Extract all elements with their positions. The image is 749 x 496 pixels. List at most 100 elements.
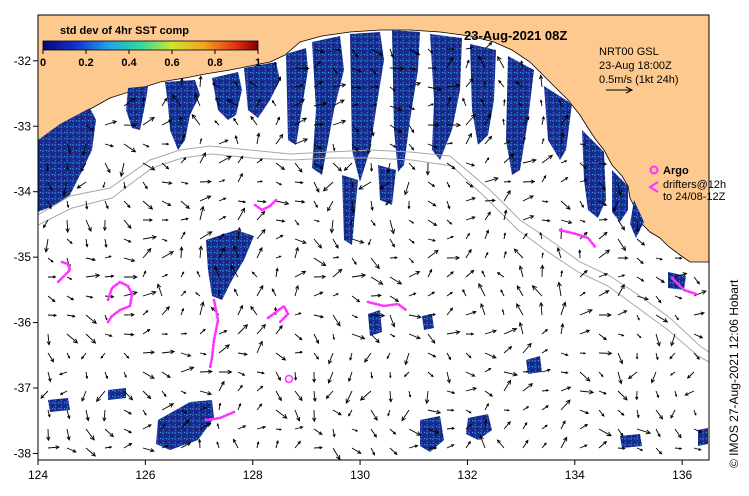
current-arrow (503, 209, 508, 221)
current-arrow (427, 86, 443, 92)
current-arrow (427, 352, 437, 358)
current-arrow (216, 441, 220, 449)
current-arrow (219, 369, 233, 375)
current-arrow (427, 103, 434, 107)
current-arrow (359, 390, 372, 401)
current-arrow (199, 179, 212, 184)
current-arrow (294, 238, 307, 245)
current-arrow (480, 302, 486, 316)
current-arrow (389, 66, 405, 71)
current-arrow (465, 248, 472, 259)
current-arrow (351, 124, 360, 133)
current-arrow (403, 181, 410, 196)
current-arrow (484, 390, 494, 397)
current-arrow (484, 403, 489, 411)
current-arrow (199, 352, 207, 356)
current-arrow (47, 445, 61, 450)
current-arrow (484, 251, 489, 259)
current-arrow (617, 352, 624, 365)
current-arrow (275, 440, 279, 449)
current-arrow (496, 272, 505, 278)
drifter-tracks (56, 198, 698, 422)
current-arrow (669, 371, 676, 376)
current-arrow (617, 428, 624, 437)
current-arrow (389, 314, 396, 328)
current-arrow (693, 311, 705, 316)
current-arrow (275, 371, 281, 381)
current-arrow (275, 133, 284, 145)
land-mass (38, 15, 709, 263)
current-arrow (518, 265, 524, 278)
current-arrow (513, 248, 524, 259)
current-arrow (123, 238, 132, 243)
current-arrow (275, 428, 282, 431)
current-arrow (171, 94, 182, 107)
colorbar-tick-label: 0 (40, 57, 46, 69)
current-arrow (218, 330, 228, 335)
current-arrow (123, 442, 133, 449)
current-arrow (332, 333, 335, 341)
current-arrow (465, 162, 476, 167)
current-arrow (123, 181, 127, 190)
current-arrow (66, 238, 73, 244)
current-arrow (693, 409, 697, 416)
current-arrow (370, 293, 382, 298)
current-arrow (446, 200, 451, 210)
x-tick-label: 128 (243, 468, 263, 482)
current-arrow (465, 77, 474, 88)
current-arrow (635, 390, 639, 401)
current-arrow (465, 59, 470, 69)
current-arrow (237, 304, 243, 316)
current-arrow (484, 229, 490, 240)
current-arrow (541, 405, 549, 411)
current-arrow (522, 383, 534, 392)
current-arrow (343, 162, 353, 172)
current-arrow (81, 143, 87, 157)
current-arrow (518, 321, 524, 335)
current-arrow (85, 238, 89, 248)
current-arrow (446, 219, 453, 225)
current-arrow (579, 143, 587, 146)
current-arrow (560, 301, 567, 316)
current-arrow (256, 246, 263, 259)
current-arrow (218, 179, 226, 183)
current-arrow (674, 390, 678, 398)
current-arrow (579, 219, 586, 223)
current-arrow (85, 447, 97, 457)
current-arrow (271, 99, 277, 107)
current-arrow (199, 369, 213, 374)
current-arrow (237, 172, 243, 183)
current-arrow (560, 200, 571, 210)
current-arrow (123, 143, 137, 153)
current-arrow (123, 200, 131, 209)
current-arrow (427, 333, 436, 344)
current-arrow (503, 250, 507, 259)
current-arrow (104, 238, 108, 248)
current-arrow (367, 143, 372, 155)
current-arrow (313, 81, 323, 88)
current-arrow (161, 119, 173, 126)
current-arrow (142, 447, 155, 453)
current-arrow (104, 428, 115, 438)
current-arrow (123, 257, 136, 263)
current-arrow (503, 180, 512, 183)
argo-legend-label: Argo (663, 165, 689, 177)
current-arrow (531, 285, 543, 297)
current-arrow (234, 134, 239, 145)
current-arrow (598, 409, 605, 417)
current-arrow (198, 245, 203, 259)
current-arrow (538, 74, 544, 88)
x-tick-label: 136 (672, 468, 692, 482)
current-arrow (427, 428, 440, 434)
current-arrow (446, 271, 454, 278)
current-arrow (635, 219, 640, 233)
current-arrow (142, 424, 152, 430)
current-arrow (123, 290, 138, 297)
current-arrow (617, 274, 626, 278)
drifter-legend-line2: to 24/08-12Z (663, 191, 726, 203)
colorbar-tick-label: 1 (255, 57, 261, 69)
current-arrow (85, 371, 89, 380)
current-arrow (446, 83, 461, 89)
current-arrow (522, 342, 532, 354)
current-arrow (47, 295, 56, 303)
